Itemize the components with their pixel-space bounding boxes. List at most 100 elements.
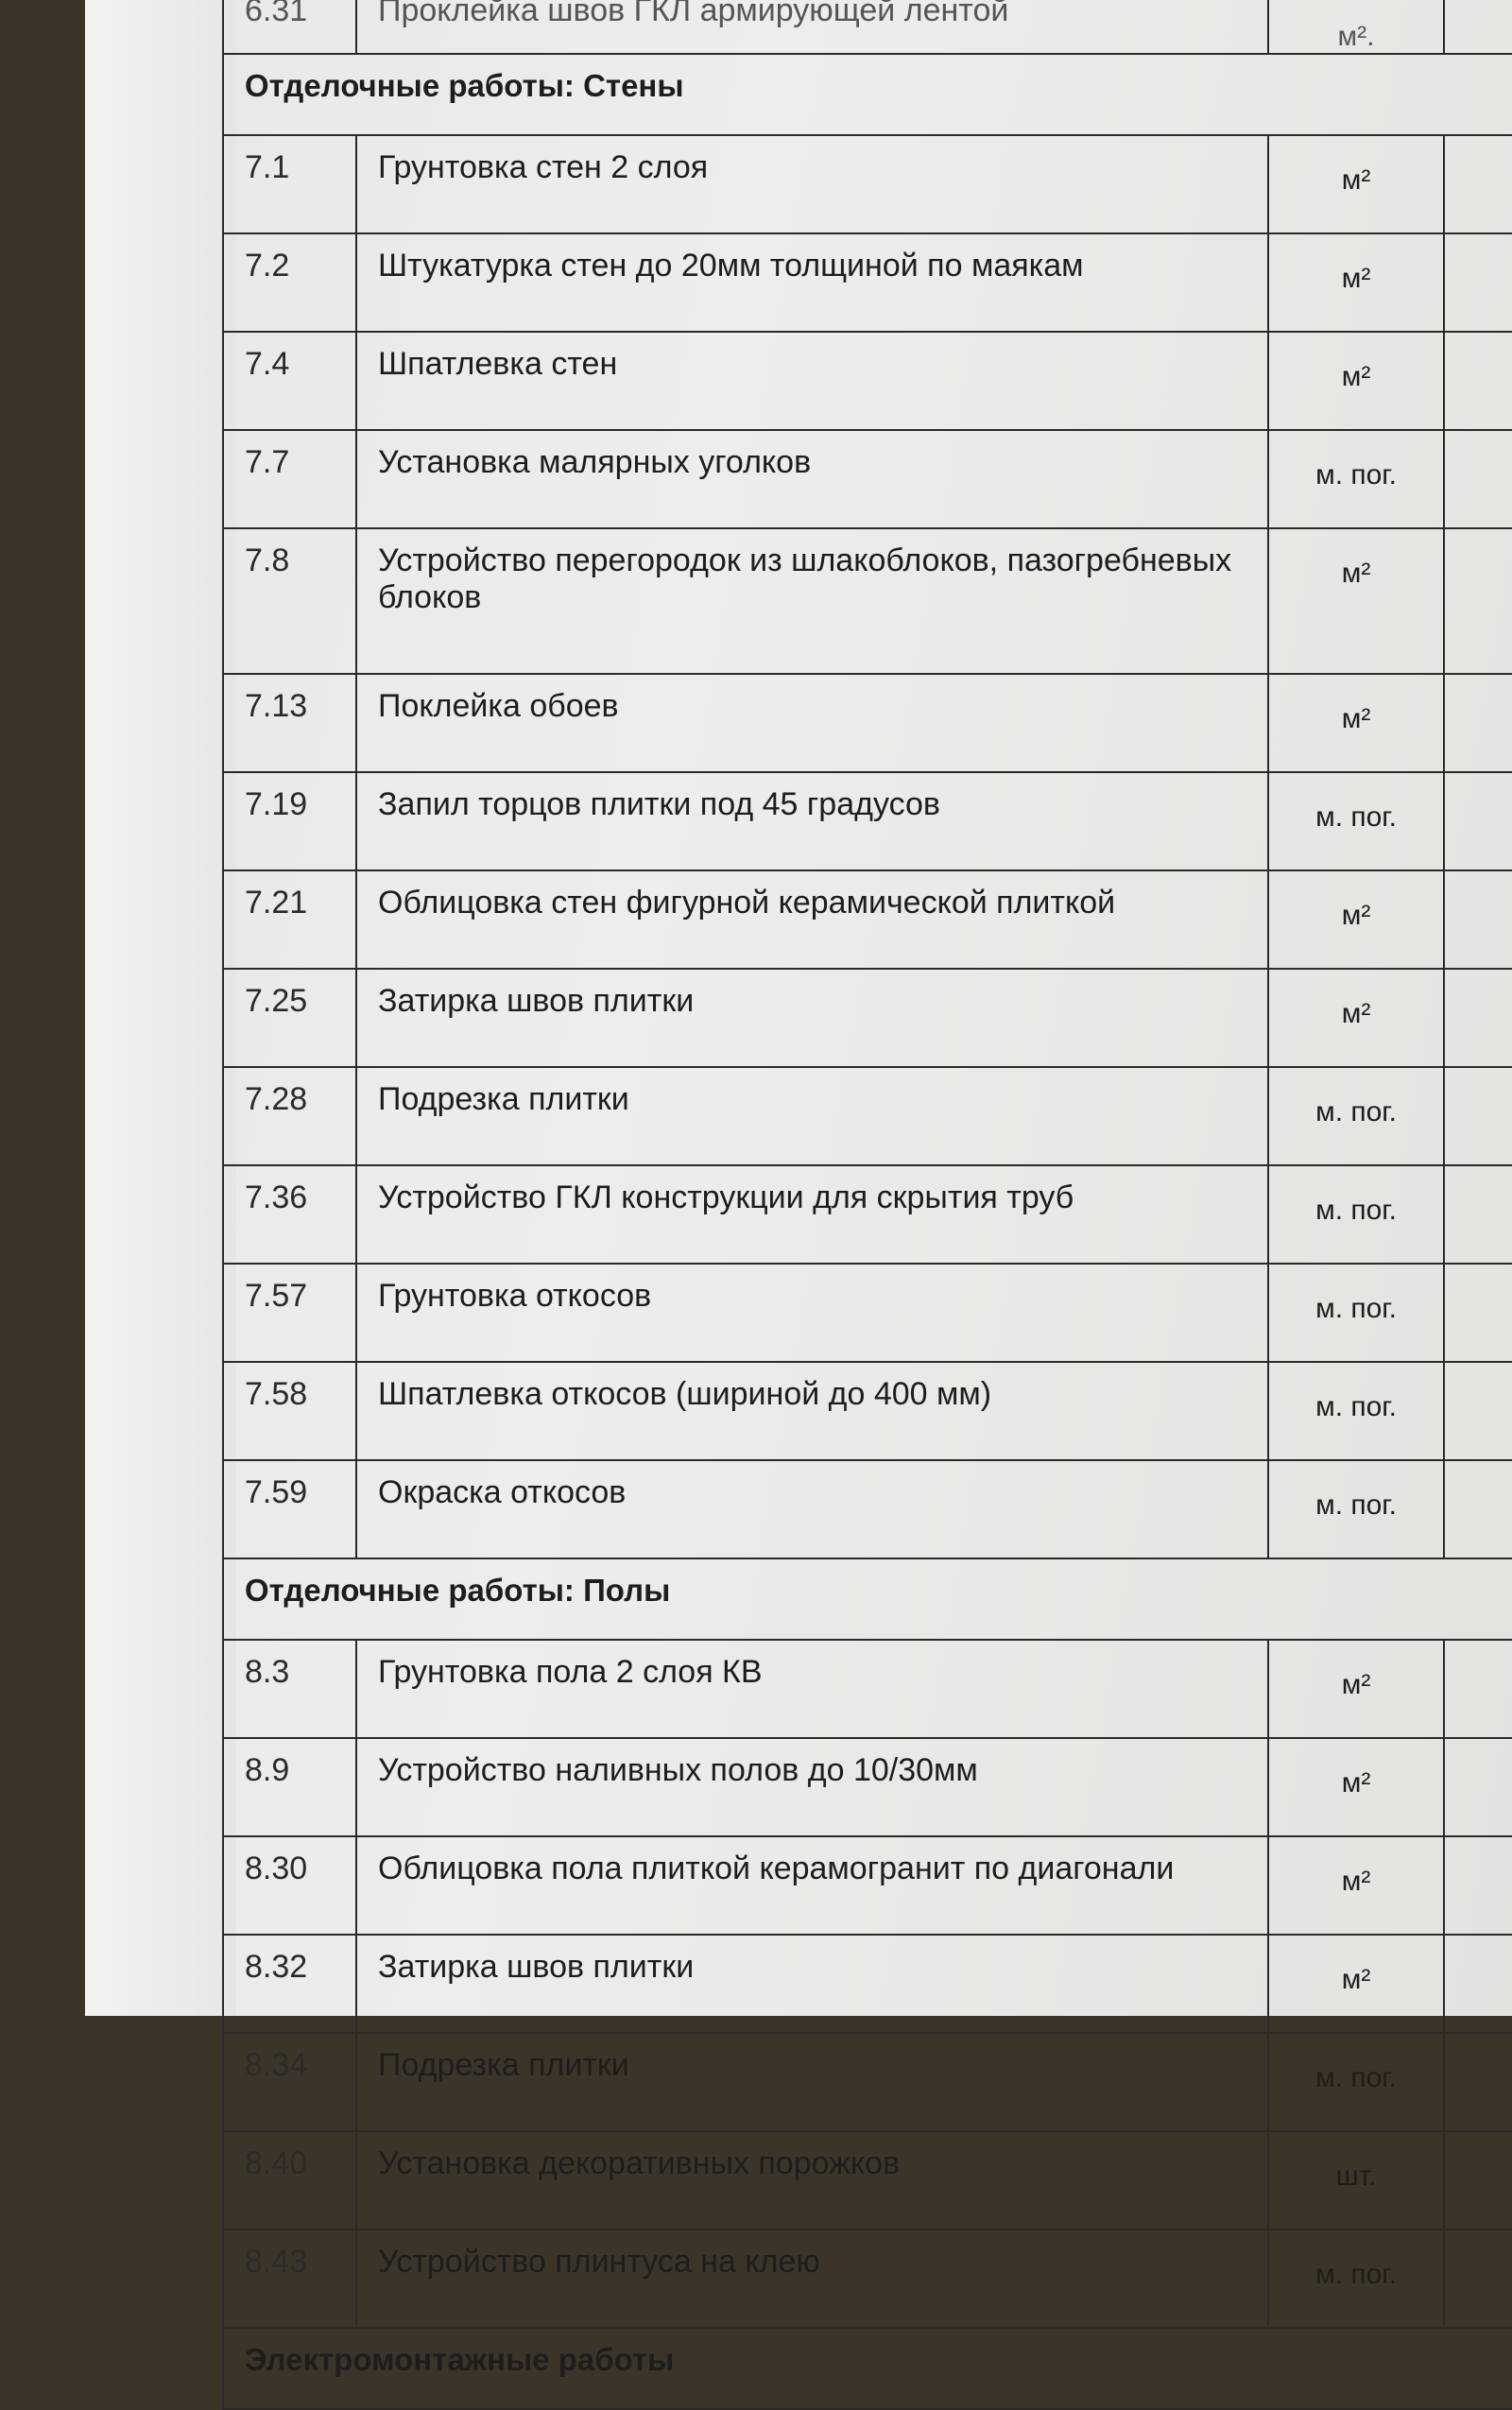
table-row: 6.31 Проклейка швов ГКЛ армирующей ленто… [222, 0, 1512, 55]
table-row: 8.40 Установка декоративных порожков шт. [222, 2130, 1512, 2230]
row-number: 8.30 [222, 1835, 357, 1936]
row-name: Грунтовка откосов [355, 1263, 1269, 1363]
row-extra [1443, 673, 1512, 773]
row-number: 8.3 [222, 1639, 357, 1739]
row-name: Поклейка обоев [355, 673, 1269, 773]
row-extra [1443, 2130, 1512, 2230]
row-name: Запил торцов плитки под 45 градусов [355, 771, 1269, 871]
row-name: Установка малярных уголков [355, 429, 1269, 529]
table-row: 8.9 Устройство наливных полов до 10/30мм м… [222, 1737, 1512, 1837]
section-header: Отделочные работы: Полы [222, 1558, 1512, 1641]
row-unit: м² [1267, 968, 1445, 1068]
row-unit: м. пог. [1267, 1066, 1445, 1166]
row-unit: м². [1267, 0, 1445, 55]
row-name: Устройство плинтуса на клею [355, 2229, 1269, 2329]
row-name: Устройство ГКЛ конструкции для скрытия т… [355, 1164, 1269, 1265]
row-number: 7.21 [222, 869, 357, 970]
row-extra [1443, 1361, 1512, 1461]
row-number: 7.25 [222, 968, 357, 1068]
row-name: Подрезка плитки [355, 2032, 1269, 2132]
section-title: Отделочные работы: Стены [222, 53, 1512, 136]
row-extra [1443, 134, 1512, 234]
section-header: Электромонтажные работы [222, 2327, 1512, 2410]
row-unit: м² [1267, 869, 1445, 970]
row-extra [1443, 968, 1512, 1068]
table-row: 7.57 Грунтовка откосов м. пог. [222, 1263, 1512, 1363]
row-name: Шпатлевка откосов (шириной до 400 мм) [355, 1361, 1269, 1461]
row-number: 6.31 [222, 0, 357, 55]
table-row: 7.25 Затирка швов плитки м² [222, 968, 1512, 1068]
table-row: 8.3 Грунтовка пола 2 слоя КВ м² [222, 1639, 1512, 1739]
row-number: 8.32 [222, 1934, 357, 2034]
table-row: 7.7 Установка малярных уголков м. пог. [222, 429, 1512, 529]
row-number: 7.19 [222, 771, 357, 871]
section-title: Электромонтажные работы [222, 2327, 1512, 2410]
row-unit: м² [1267, 331, 1445, 431]
row-name: Проклейка швов ГКЛ армирующей лентой [355, 0, 1269, 55]
row-number: 7.8 [222, 527, 357, 675]
row-extra [1443, 869, 1512, 970]
row-extra [1443, 331, 1512, 431]
table-row: 8.32 Затирка швов плитки м² [222, 1934, 1512, 2034]
row-unit: м² [1267, 1934, 1445, 2034]
table-row: 7.58 Шпатлевка откосов (шириной до 400 мм… [222, 1361, 1512, 1461]
row-unit: м. пог. [1267, 1263, 1445, 1363]
row-extra [1443, 1934, 1512, 2034]
row-extra [1443, 1263, 1512, 1363]
row-extra [1443, 1066, 1512, 1166]
section-title: Отделочные работы: Полы [222, 1558, 1512, 1641]
row-extra [1443, 771, 1512, 871]
row-name: Устройство наливных полов до 10/30мм [355, 1737, 1269, 1837]
row-number: 7.13 [222, 673, 357, 773]
row-number: 8.40 [222, 2130, 357, 2230]
row-extra [1443, 0, 1512, 55]
row-extra [1443, 1737, 1512, 1837]
row-number: 7.59 [222, 1459, 357, 1559]
row-name: Штукатурка стен до 20мм толщиной по маяк… [355, 232, 1269, 333]
row-unit: м. пог. [1267, 1361, 1445, 1461]
table-row: 7.13 Поклейка обоев м² [222, 673, 1512, 773]
row-extra [1443, 1164, 1512, 1265]
row-extra [1443, 527, 1512, 675]
table-row: 7.1 Грунтовка стен 2 слоя м² [222, 134, 1512, 234]
table-row: 7.28 Подрезка плитки м. пог. [222, 1066, 1512, 1166]
row-number: 7.7 [222, 429, 357, 529]
row-unit: м² [1267, 134, 1445, 234]
row-name: Подрезка плитки [355, 1066, 1269, 1166]
row-name: Облицовка пола плиткой керамогранит по д… [355, 1835, 1269, 1936]
row-unit: м² [1267, 673, 1445, 773]
table-row: 7.36 Устройство ГКЛ конструкции для скрыт… [222, 1164, 1512, 1265]
row-number: 7.2 [222, 232, 357, 333]
row-number: 7.57 [222, 1263, 357, 1363]
row-number: 8.43 [222, 2229, 357, 2329]
row-name: Облицовка стен фигурной керамической пли… [355, 869, 1269, 970]
row-extra [1443, 1639, 1512, 1739]
row-unit: м. пог. [1267, 429, 1445, 529]
table-row: 7.59 Окраска откосов м. пог. [222, 1459, 1512, 1559]
table-row: 8.34 Подрезка плитки м. пог. [222, 2032, 1512, 2132]
row-number: 7.58 [222, 1361, 357, 1461]
table-row: 7.19 Запил торцов плитки под 45 градусов м… [222, 771, 1512, 871]
row-number: 7.36 [222, 1164, 357, 1265]
row-extra [1443, 1835, 1512, 1936]
price-table: 6.31 Проклейка швов ГКЛ армирующей ленто… [222, 0, 1512, 2410]
row-unit: м. пог. [1267, 2229, 1445, 2329]
row-extra [1443, 1459, 1512, 1559]
row-unit: м² [1267, 1737, 1445, 1837]
section-header: Отделочные работы: Стены [222, 53, 1512, 136]
table-row: 7.2 Штукатурка стен до 20мм толщиной по м… [222, 232, 1512, 333]
row-extra [1443, 2032, 1512, 2132]
page-edge [85, 0, 236, 2016]
row-extra [1443, 429, 1512, 529]
table-row: 8.30 Облицовка пола плиткой керамогранит … [222, 1835, 1512, 1936]
row-number: 7.4 [222, 331, 357, 431]
table-row: 7.8 Устройство перегородок из шлакоблоков… [222, 527, 1512, 675]
row-name: Установка декоративных порожков [355, 2130, 1269, 2230]
row-unit: шт. [1267, 2130, 1445, 2230]
row-unit: м² [1267, 527, 1445, 675]
row-number: 8.34 [222, 2032, 357, 2132]
row-unit: м. пог. [1267, 2032, 1445, 2132]
row-name: Устройство перегородок из шлакоблоков, п… [355, 527, 1269, 675]
row-unit: м. пог. [1267, 771, 1445, 871]
row-number: 7.28 [222, 1066, 357, 1166]
